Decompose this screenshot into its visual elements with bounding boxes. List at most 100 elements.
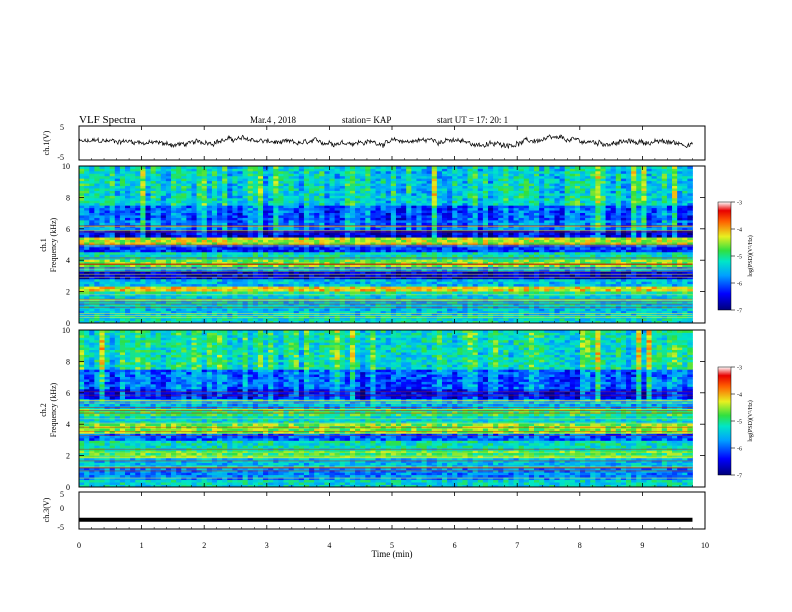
- ch1-spectro-cell: [151, 318, 157, 321]
- ch1-spectro-cell: [452, 296, 458, 299]
- ch1-spectro-cell: [616, 254, 622, 257]
- ch1-spectro-cell: [84, 281, 90, 284]
- ch1-spectro-cell: [335, 316, 341, 319]
- ch1-spectro-cell: [232, 235, 238, 238]
- ch1-spectro-cell: [176, 259, 182, 262]
- ch1-spectro-cell: [519, 232, 525, 235]
- ch1-spectro-cell: [416, 252, 422, 255]
- ch1-spectro-cell: [222, 227, 228, 230]
- ch1-spectro-cell: [145, 242, 151, 245]
- ch1-spectro-cell: [386, 289, 392, 292]
- ch1-spectro-cell: [462, 240, 468, 243]
- ch1-spectro-cell: [514, 249, 520, 252]
- ch1-spectro-cell: [370, 276, 376, 279]
- ch1-spectro-cell: [330, 281, 336, 284]
- ch1-spectro-cell: [309, 227, 315, 230]
- ch1-spectro-cell: [125, 235, 131, 238]
- ch1-spectro-cell: [631, 247, 637, 250]
- ch1-spectro-cell: [544, 232, 550, 235]
- ch1-spectro-cell: [478, 237, 484, 240]
- ch1-spectro-cell: [289, 284, 295, 287]
- ch1-spectro-cell: [427, 301, 433, 304]
- ch1-spectro-cell: [616, 240, 622, 243]
- ch1-spectro-cell: [166, 242, 172, 245]
- ch1-spectro-cell: [473, 284, 479, 287]
- ch1-spectro-cell: [524, 262, 530, 265]
- ch1-spectro-cell: [360, 249, 366, 252]
- ch1-spectro-cell: [401, 318, 407, 321]
- ch1-spectro-cell: [534, 222, 540, 225]
- ch1-spectro-cell: [442, 279, 448, 282]
- ch1-spectro-cell: [237, 301, 243, 304]
- ch1-spectro-cell: [135, 247, 141, 250]
- ch1-spectro-cell: [120, 240, 126, 243]
- ch1-spectro-cell: [503, 276, 509, 279]
- ch1-spectro-cell: [662, 276, 668, 279]
- ch1-spectro-cell: [222, 318, 228, 321]
- ch1-spectro-cell: [268, 289, 274, 292]
- ch1-spectro-cell: [376, 240, 382, 243]
- ch1-spectro-cell: [565, 279, 571, 282]
- ch1-spectro-cell: [493, 296, 499, 299]
- ch1-spectro-cell: [350, 242, 356, 245]
- ch1-spectro-cell: [186, 281, 192, 284]
- ch1-spectro-cell: [616, 291, 622, 294]
- ch1-spectro-cell: [268, 249, 274, 252]
- ch1-spectro-cell: [447, 281, 453, 284]
- ch1-spectro-cell: [299, 281, 305, 284]
- ch1-spectro-cell: [427, 316, 433, 319]
- ch1-spectro-cell: [657, 227, 663, 230]
- ch1-spectro-cell: [105, 254, 111, 257]
- ch1-spectro-cell: [253, 279, 259, 282]
- ch1-spectro-cell: [324, 235, 330, 238]
- ch1-spectro-cell: [217, 296, 223, 299]
- ch1-spectro-cell: [544, 242, 550, 245]
- ch1-spectro-cell: [355, 259, 361, 262]
- ch1-spectro-cell: [667, 235, 673, 238]
- ch1-spectro-cell: [197, 235, 203, 238]
- ch1-spectro-cell: [662, 249, 668, 252]
- ch1-spectro-cell: [549, 227, 555, 230]
- ch1-spectro-cell: [514, 289, 520, 292]
- ch1-spectro-cell: [677, 222, 683, 225]
- ch1-spectro-cell: [406, 235, 412, 238]
- ch1-spectro-cell: [350, 296, 356, 299]
- ch1-spectro-cell: [483, 249, 489, 252]
- ch1-spectro-cell: [243, 259, 249, 262]
- ch1-spectro-cell: [370, 291, 376, 294]
- ch1-spectro-cell: [657, 232, 663, 235]
- ch1-spectro-cell: [355, 281, 361, 284]
- ch1-spectro-cell: [570, 247, 576, 250]
- ch1-spectro-cell: [626, 262, 632, 265]
- ch1-spectro-cell: [130, 235, 136, 238]
- ch1-spectro-cell: [462, 276, 468, 279]
- ch1-spectro-cell: [396, 296, 402, 299]
- ch1-spectro-cell: [641, 227, 647, 230]
- ch1-spectro-cell: [135, 286, 141, 289]
- ch1-spectro-cell: [273, 289, 279, 292]
- ch1-spectro-cell: [534, 308, 540, 311]
- ch1-spectro-cell: [263, 281, 269, 284]
- ch1-spectro-cell: [416, 301, 422, 304]
- ch1-spectro-cell: [508, 249, 514, 252]
- ch1-spectro-cell: [370, 222, 376, 225]
- ch1-spectro-cell: [662, 286, 668, 289]
- ch1-spectro-cell: [498, 289, 504, 292]
- ch1-spectro-cell: [682, 281, 688, 284]
- ch1-spectro-cell: [657, 254, 663, 257]
- ch1-spectro-cell: [687, 289, 693, 292]
- ch1-spectro-cell: [232, 286, 238, 289]
- ch1-spectro-cell: [324, 262, 330, 265]
- ch1-spectro-cell: [468, 291, 474, 294]
- ch1-spectro-cell: [539, 232, 545, 235]
- ch1-spectro-cell: [554, 242, 560, 245]
- ch1-spectro-cell: [549, 232, 555, 235]
- ch1-spectro-cell: [427, 235, 433, 238]
- ch1-spectro-cell: [432, 232, 438, 235]
- ch1-spectro-cell: [662, 252, 668, 255]
- ch1-spectro-cell: [672, 284, 678, 287]
- ch1-spectro-cell: [135, 289, 141, 292]
- ch1-spectro-cell: [381, 284, 387, 287]
- ch1-spectro-cell: [677, 279, 683, 282]
- ch1-spectro-cell: [237, 262, 243, 265]
